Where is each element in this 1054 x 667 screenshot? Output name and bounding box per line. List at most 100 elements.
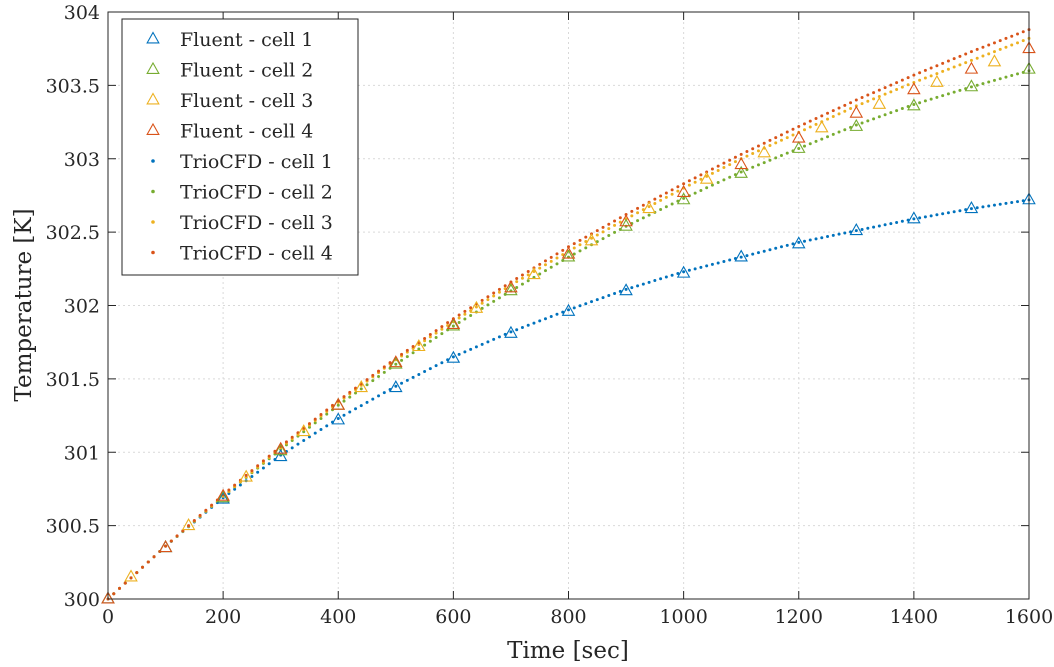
data-point [457,313,461,317]
data-point [670,192,674,196]
data-point [319,413,323,417]
data-point [538,266,542,270]
data-point [734,249,748,262]
data-point [728,158,732,162]
data-point [405,348,409,352]
data-point [877,88,881,92]
data-point [244,473,248,477]
data-point [227,488,231,492]
data-point [969,207,973,211]
data-point [923,68,927,72]
data-point [969,85,973,89]
data-point [820,114,824,118]
data-point [785,243,789,247]
data-point [642,201,656,214]
data-point [400,381,404,385]
data-point [941,212,945,216]
data-point [659,198,663,202]
data-point [469,347,473,351]
data-point [923,215,927,219]
data-point [319,416,323,420]
data-point [233,487,237,491]
data-point [964,79,979,92]
data-point [854,123,858,127]
data-point [883,92,887,96]
data-point [520,276,524,280]
data-point [261,459,265,463]
data-point [394,384,398,388]
data-point [371,397,375,401]
data-point [803,122,807,126]
data-point [975,47,979,51]
data-point [636,284,640,288]
data-point [273,441,288,454]
data-point [302,439,306,443]
data-point [543,263,547,267]
data-point [659,194,663,198]
data-point [877,95,881,99]
data-point [1004,201,1008,205]
data-point [158,540,173,553]
data-point [791,242,795,246]
data-point [325,424,329,428]
data-point [739,255,743,259]
data-point [647,213,651,217]
data-point [440,327,444,331]
data-point [1010,34,1014,38]
data-point [981,205,985,209]
legend-label: Fluent - cell 1 [180,29,313,51]
data-point [918,78,922,82]
data-point [440,332,444,336]
data-point [469,306,473,310]
data-point [693,267,697,271]
legend-marker [151,189,155,194]
data-point [670,188,674,192]
data-point [555,252,559,256]
data-point [872,117,876,121]
data-point [515,276,519,280]
data-point [555,256,559,260]
data-point [774,136,778,140]
data-point [929,74,933,78]
data-point [250,474,254,478]
data-point [152,555,156,559]
data-point [423,343,427,347]
data-point [440,361,444,365]
data-point [382,370,386,374]
data-point [889,90,893,94]
data-point [1004,36,1008,40]
legend-label: TrioCFD - cell 2 [180,182,333,204]
data-point [682,270,686,274]
data-point [457,321,461,325]
data-point [371,379,375,383]
data-point [284,440,288,444]
data-point [791,236,806,249]
y-tick-label: 301.5 [46,369,100,391]
series-layer [101,28,1036,604]
legend-marker [151,159,155,163]
data-point [647,280,651,284]
data-point [756,163,760,167]
data-point [624,287,628,291]
data-point [779,154,783,158]
data-point [716,181,720,185]
data-point [803,128,807,132]
data-point [463,312,467,316]
data-point [946,92,950,96]
data-point [975,83,979,87]
data-point [849,107,853,111]
data-point [630,214,634,218]
data-point [503,284,507,288]
data-point [803,239,807,243]
y-tick-label: 301 [64,442,100,464]
legend-label: TrioCFD - cell 4 [180,243,333,265]
data-point [446,350,461,363]
data-point [872,225,876,229]
data-point [699,173,703,177]
data-point [941,61,945,65]
data-point [515,280,519,284]
data-point [118,586,122,590]
data-point [831,233,835,237]
data-point [216,488,230,501]
data-point [975,56,979,60]
